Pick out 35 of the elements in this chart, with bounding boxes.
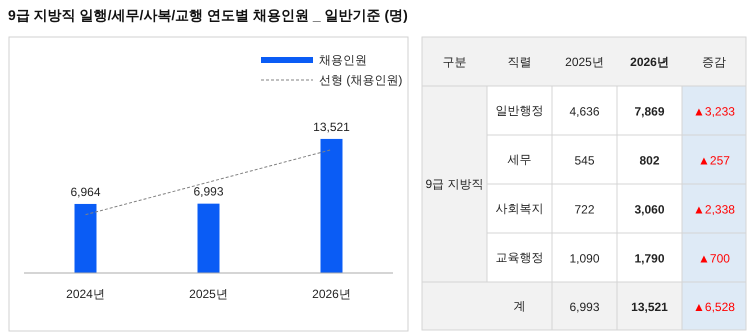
category-label: 증감 xyxy=(702,55,726,69)
category-label: 세무 xyxy=(508,152,532,166)
legend-label: 채용인원 xyxy=(319,53,367,67)
category-label: 사회복지 xyxy=(496,202,544,216)
legend-label: 선형 (채용인원) xyxy=(319,73,402,87)
text: 1,090 xyxy=(569,252,600,266)
text: 722 xyxy=(574,202,595,216)
category-label: 교육행정 xyxy=(496,250,544,264)
x-tick-label: 2024년 xyxy=(66,287,105,301)
text: 545 xyxy=(574,154,595,168)
data-label: 6,964 xyxy=(70,184,101,199)
text: 7,869 xyxy=(634,104,665,118)
text: ▲3,233 xyxy=(693,104,735,118)
text: 직렬 xyxy=(508,55,532,69)
chart-title: 9급 지방직 일행/세무/사복/교행 연도별 채용인원 _ 일반기준 (명) xyxy=(8,7,408,23)
text: 13,521 xyxy=(631,300,668,314)
data-label: 6,993 xyxy=(193,184,224,199)
text: ▲700 xyxy=(698,252,730,266)
text: ▲2,338 xyxy=(693,202,735,216)
text: ▲257 xyxy=(698,154,730,168)
text: 6,993 xyxy=(569,300,600,314)
category-label: 일반행정 xyxy=(496,104,544,118)
category-label: 2025년 xyxy=(565,55,604,69)
text: 9급 지방직 xyxy=(425,177,484,191)
category-label: 계 xyxy=(514,299,526,313)
x-tick-label: 2025년 xyxy=(189,287,228,301)
text: 802 xyxy=(639,154,660,168)
text: ▲6,528 xyxy=(693,300,735,314)
data-label: 13,521 xyxy=(313,120,350,134)
category-label: 2026년 xyxy=(630,55,669,69)
text: 4,636 xyxy=(569,104,600,118)
x-tick-label: 2026년 xyxy=(312,287,351,301)
text: 3,060 xyxy=(634,202,665,216)
text: 1,790 xyxy=(634,252,665,266)
text: 구분 xyxy=(442,55,466,69)
